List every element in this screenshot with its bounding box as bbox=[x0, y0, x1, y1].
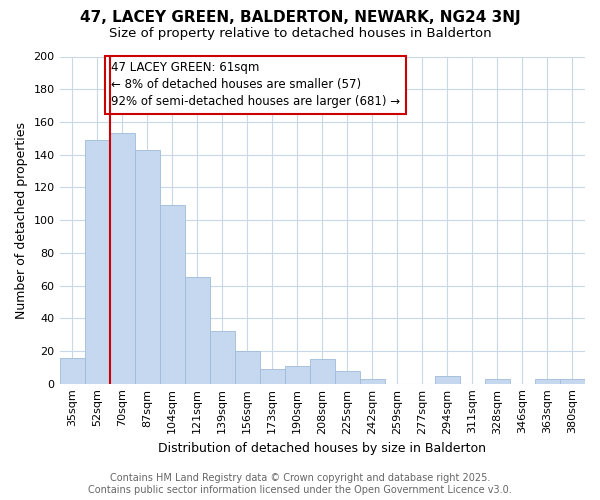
Bar bbox=[535, 379, 560, 384]
Y-axis label: Number of detached properties: Number of detached properties bbox=[15, 122, 28, 318]
Bar bbox=[335, 370, 360, 384]
Text: Contains HM Land Registry data © Crown copyright and database right 2025.
Contai: Contains HM Land Registry data © Crown c… bbox=[88, 474, 512, 495]
Bar bbox=[59, 358, 85, 384]
Bar bbox=[85, 140, 110, 384]
Bar bbox=[435, 376, 460, 384]
Bar bbox=[110, 134, 134, 384]
Bar bbox=[485, 379, 510, 384]
Bar bbox=[260, 369, 285, 384]
Text: 47, LACEY GREEN, BALDERTON, NEWARK, NG24 3NJ: 47, LACEY GREEN, BALDERTON, NEWARK, NG24… bbox=[80, 10, 520, 25]
Bar bbox=[285, 366, 310, 384]
Bar bbox=[310, 359, 335, 384]
Text: Size of property relative to detached houses in Balderton: Size of property relative to detached ho… bbox=[109, 28, 491, 40]
Text: 47 LACEY GREEN: 61sqm
← 8% of detached houses are smaller (57)
92% of semi-detac: 47 LACEY GREEN: 61sqm ← 8% of detached h… bbox=[111, 62, 400, 108]
X-axis label: Distribution of detached houses by size in Balderton: Distribution of detached houses by size … bbox=[158, 442, 486, 455]
Bar bbox=[160, 206, 185, 384]
Bar bbox=[209, 332, 235, 384]
Bar bbox=[360, 379, 385, 384]
Bar bbox=[235, 351, 260, 384]
Bar bbox=[185, 278, 209, 384]
Bar bbox=[560, 379, 585, 384]
Bar bbox=[134, 150, 160, 384]
